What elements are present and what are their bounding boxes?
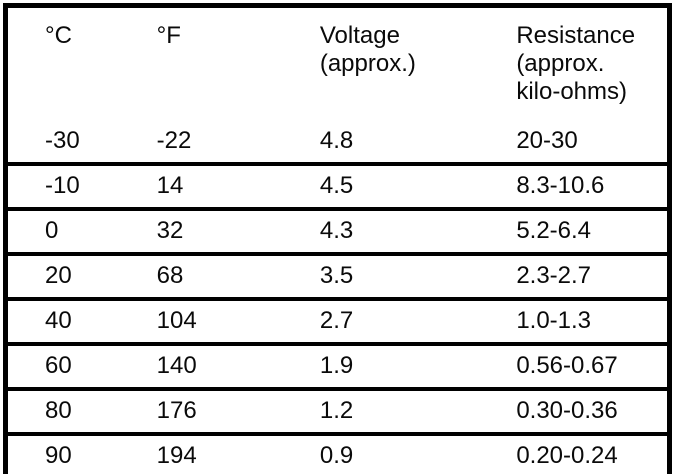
table-row: 20 68 3.5 2.3-2.7 <box>5 254 670 299</box>
header-resistance: Resistance (approx. kilo-ohms) <box>516 22 636 105</box>
cell-fahrenheit: 68 <box>156 261 184 289</box>
cell-resistance: 2.3-2.7 <box>516 261 592 289</box>
cell-voltage: 4.3 <box>319 216 354 244</box>
cell-resistance: 20-30 <box>516 126 578 154</box>
cell-celsius: 0 <box>45 216 59 244</box>
cell-celsius: 60 <box>45 351 72 379</box>
cell-celsius: 80 <box>45 396 72 424</box>
cell-voltage: 3.5 <box>319 261 354 289</box>
table-row: 90 194 0.9 0.20-0.24 <box>6 434 670 474</box>
cell-fahrenheit: 14 <box>156 171 184 199</box>
cell-voltage: 2.7 <box>319 306 354 334</box>
table-row: °C °F Voltage (approx.) Resistance (appr… <box>6 6 670 122</box>
cell-resistance: 0.56-0.67 <box>516 351 618 379</box>
header-celsius: °C <box>45 22 72 49</box>
cell-resistance: 0.20-0.24 <box>516 441 618 469</box>
cell-fahrenheit: 32 <box>156 216 184 244</box>
cell-voltage: 1.2 <box>319 396 354 424</box>
cell-celsius: 20 <box>45 261 72 289</box>
cell-voltage: 4.5 <box>319 171 354 199</box>
cell-celsius: -10 <box>45 171 80 199</box>
cell-fahrenheit: -22 <box>156 126 192 154</box>
header-fahrenheit: °F <box>156 22 181 49</box>
table-row: 80 176 1.2 0.30-0.36 <box>5 389 670 434</box>
cell-celsius: 40 <box>45 306 72 334</box>
cell-fahrenheit: 176 <box>156 396 197 424</box>
cell-resistance: 8.3-10.6 <box>516 171 605 199</box>
cell-fahrenheit: 104 <box>156 306 197 334</box>
cell-voltage: 1.9 <box>319 351 354 379</box>
temperature-voltage-resistance-table: °C °F Voltage (approx.) Resistance (appr… <box>3 3 672 474</box>
table-row: -10 14 4.5 8.3-10.6 <box>5 164 670 209</box>
table-body: -30 -22 4.8 20-30 -10 14 4.5 8.3-10.6 0 … <box>5 121 670 474</box>
cell-celsius: -30 <box>45 126 80 154</box>
cell-resistance: 5.2-6.4 <box>516 216 592 244</box>
cell-fahrenheit: 140 <box>156 351 197 379</box>
cell-fahrenheit: 194 <box>156 441 197 469</box>
cell-voltage: 0.9 <box>319 441 354 469</box>
table-row: 0 32 4.3 5.2-6.4 <box>5 209 670 254</box>
cell-voltage: 4.8 <box>319 126 354 154</box>
header-voltage: Voltage (approx.) <box>319 22 416 77</box>
cell-resistance: 0.30-0.36 <box>516 396 618 424</box>
table-header-row: °C °F Voltage (approx.) Resistance (appr… <box>6 6 670 122</box>
cell-resistance: 1.0-1.3 <box>516 306 592 334</box>
table-row: 60 140 1.9 0.56-0.67 <box>5 344 670 389</box>
cell-celsius: 90 <box>45 441 72 469</box>
table-row: 40 104 2.7 1.0-1.3 <box>5 299 670 344</box>
table-row: -30 -22 4.8 20-30 <box>5 121 670 164</box>
